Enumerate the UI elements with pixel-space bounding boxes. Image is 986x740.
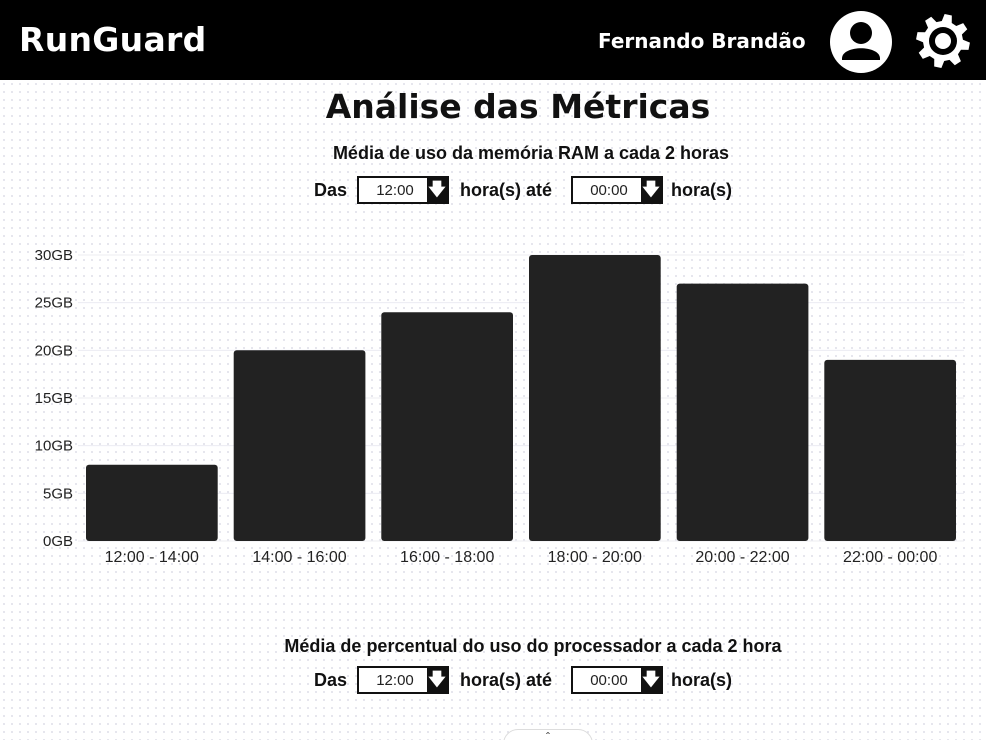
cpu-to-select[interactable]: 00:00 🡇	[571, 666, 663, 694]
page-title: Análise das Métricas	[325, 87, 711, 126]
ram-from-label: Das	[314, 180, 348, 200]
y-tick-label: 20GB	[35, 342, 73, 359]
cpu-range-selector: Das 12:00 🡇 hora(s) até 00:00 🡇 hora(s)	[0, 666, 986, 694]
top-navbar: RunGuard Fernando Brandão	[0, 0, 986, 80]
ram-range-selector: Das 12:00 🡇 hora(s) até 00:00 🡇 hora(s)	[0, 176, 986, 204]
brand-logo: RunGuard	[19, 20, 207, 59]
arrow-down-icon: 🡇	[427, 178, 447, 202]
cpu-from-select[interactable]: 12:00 🡇	[357, 666, 449, 694]
ram-bar	[233, 350, 366, 541]
y-tick-label: 10GB	[35, 438, 73, 455]
ram-from-value: 12:00	[376, 182, 414, 199]
x-tick-label: 22:00 - 00:00	[843, 549, 937, 566]
ram-bar	[381, 312, 513, 541]
ram-bar	[676, 283, 809, 541]
ram-to-value: 00:00	[590, 182, 628, 199]
ram-bar	[86, 464, 218, 541]
ram-chart-title: Média de uso da memória RAM a cada 2 hor…	[332, 143, 730, 163]
ram-usage-bar-chart: 0GB 5GB 10GB 15GB 20GB 25GB 30GB 12:00 - 14:00 1…	[35, 247, 964, 566]
arrow-down-icon: 🡇	[641, 178, 661, 202]
y-tick-label: 0GB	[43, 533, 73, 550]
cpu-end-label: hora(s)	[671, 670, 733, 690]
y-tick-label: 15GB	[35, 390, 73, 407]
ram-end-label: hora(s)	[671, 180, 733, 200]
cpu-middle-label: hora(s) até	[460, 670, 553, 690]
x-tick-label: 18:00 - 20:00	[548, 549, 642, 566]
ram-from-select[interactable]: 12:00 🡇	[357, 176, 449, 204]
x-tick-label: 16:00 - 18:00	[400, 549, 494, 566]
user-avatar-icon[interactable]	[830, 11, 892, 73]
y-tick-label: 30GB	[35, 247, 73, 264]
cpu-chart-title: Média de percentual do uso do processado…	[284, 636, 782, 656]
cpu-from-label: Das	[314, 670, 348, 690]
x-tick-label: 20:00 - 22:00	[695, 549, 789, 566]
arrow-down-icon: 🡇	[641, 668, 661, 692]
ram-middle-label: hora(s) até	[460, 180, 553, 200]
ram-bar	[824, 359, 956, 541]
ram-to-select[interactable]: 00:00 🡇	[571, 176, 663, 204]
y-tick-label: 25GB	[35, 295, 73, 312]
ram-bar	[529, 255, 661, 541]
arrow-down-icon: 🡇	[427, 668, 447, 692]
gear-icon[interactable]	[914, 12, 972, 70]
scroll-up-button[interactable]: ˆ	[503, 729, 593, 740]
cpu-from-value: 12:00	[376, 672, 414, 689]
cpu-to-value: 00:00	[590, 672, 628, 689]
user-name: Fernando Brandão	[598, 29, 806, 53]
x-tick-label: 12:00 - 14:00	[105, 549, 199, 566]
chevron-up-icon: ˆ	[546, 730, 550, 740]
y-tick-label: 5GB	[43, 485, 73, 502]
x-tick-label: 14:00 - 16:00	[252, 549, 346, 566]
